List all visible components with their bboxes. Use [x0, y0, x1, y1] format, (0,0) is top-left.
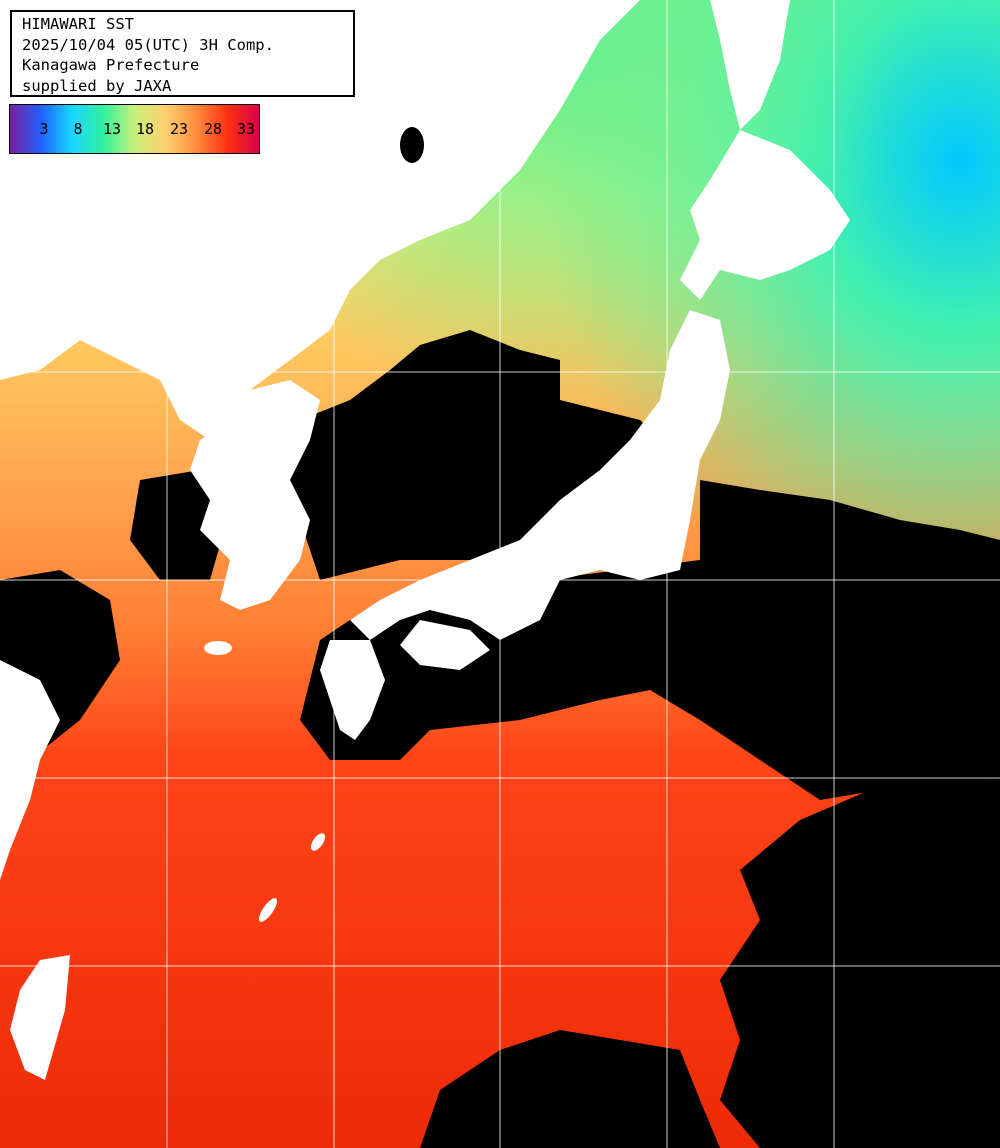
hokkaido [680, 130, 850, 300]
honshu [350, 310, 730, 640]
island-okinawa [258, 898, 278, 922]
kyushu [320, 640, 385, 740]
sakhalin [710, 0, 790, 130]
cloud-east-sea [660, 570, 760, 630]
island-jeju [204, 641, 232, 655]
taiwan [10, 955, 70, 1080]
cloud-pacific-belt [300, 480, 1000, 800]
colorbar-tick: 28 [203, 120, 223, 138]
cloud-central-japan [260, 330, 660, 580]
cloud-speck-north [400, 127, 424, 163]
title-line-region: Kanagawa Prefecture [22, 56, 200, 74]
cloud-south-center [420, 1030, 720, 1148]
title-box: HIMAWARI SST 2025/10/04 05(UTC) 3H Comp.… [10, 10, 355, 97]
cloud-south-east [720, 780, 1000, 1148]
cloud-korea-west [130, 470, 230, 580]
island-amami [310, 833, 326, 851]
colorbar-tick: 18 [135, 120, 155, 138]
china-coast-south [0, 660, 60, 880]
colorbar-tick: 8 [73, 120, 83, 138]
colorbar-tick: 3 [39, 120, 49, 138]
korean-peninsula [190, 380, 320, 610]
shikoku [400, 620, 490, 670]
colorbar-tick: 13 [102, 120, 122, 138]
cloud-mask [0, 330, 1000, 1148]
title-line-credit: supplied by JAXA [22, 76, 172, 95]
grid-label-2: JUN [14, 760, 38, 775]
colorbar-tick: 33 [236, 120, 256, 138]
temperature-colorbar: 3 8 13 18 23 28 33 [9, 104, 260, 154]
title-line-datetime: 2025/10/04 05(UTC) 3H Comp. [22, 35, 274, 54]
title-line-product: HIMAWARI SST [22, 15, 134, 33]
colorbar-tick: 23 [169, 120, 189, 138]
grid-label-1: JUN [14, 354, 38, 369]
